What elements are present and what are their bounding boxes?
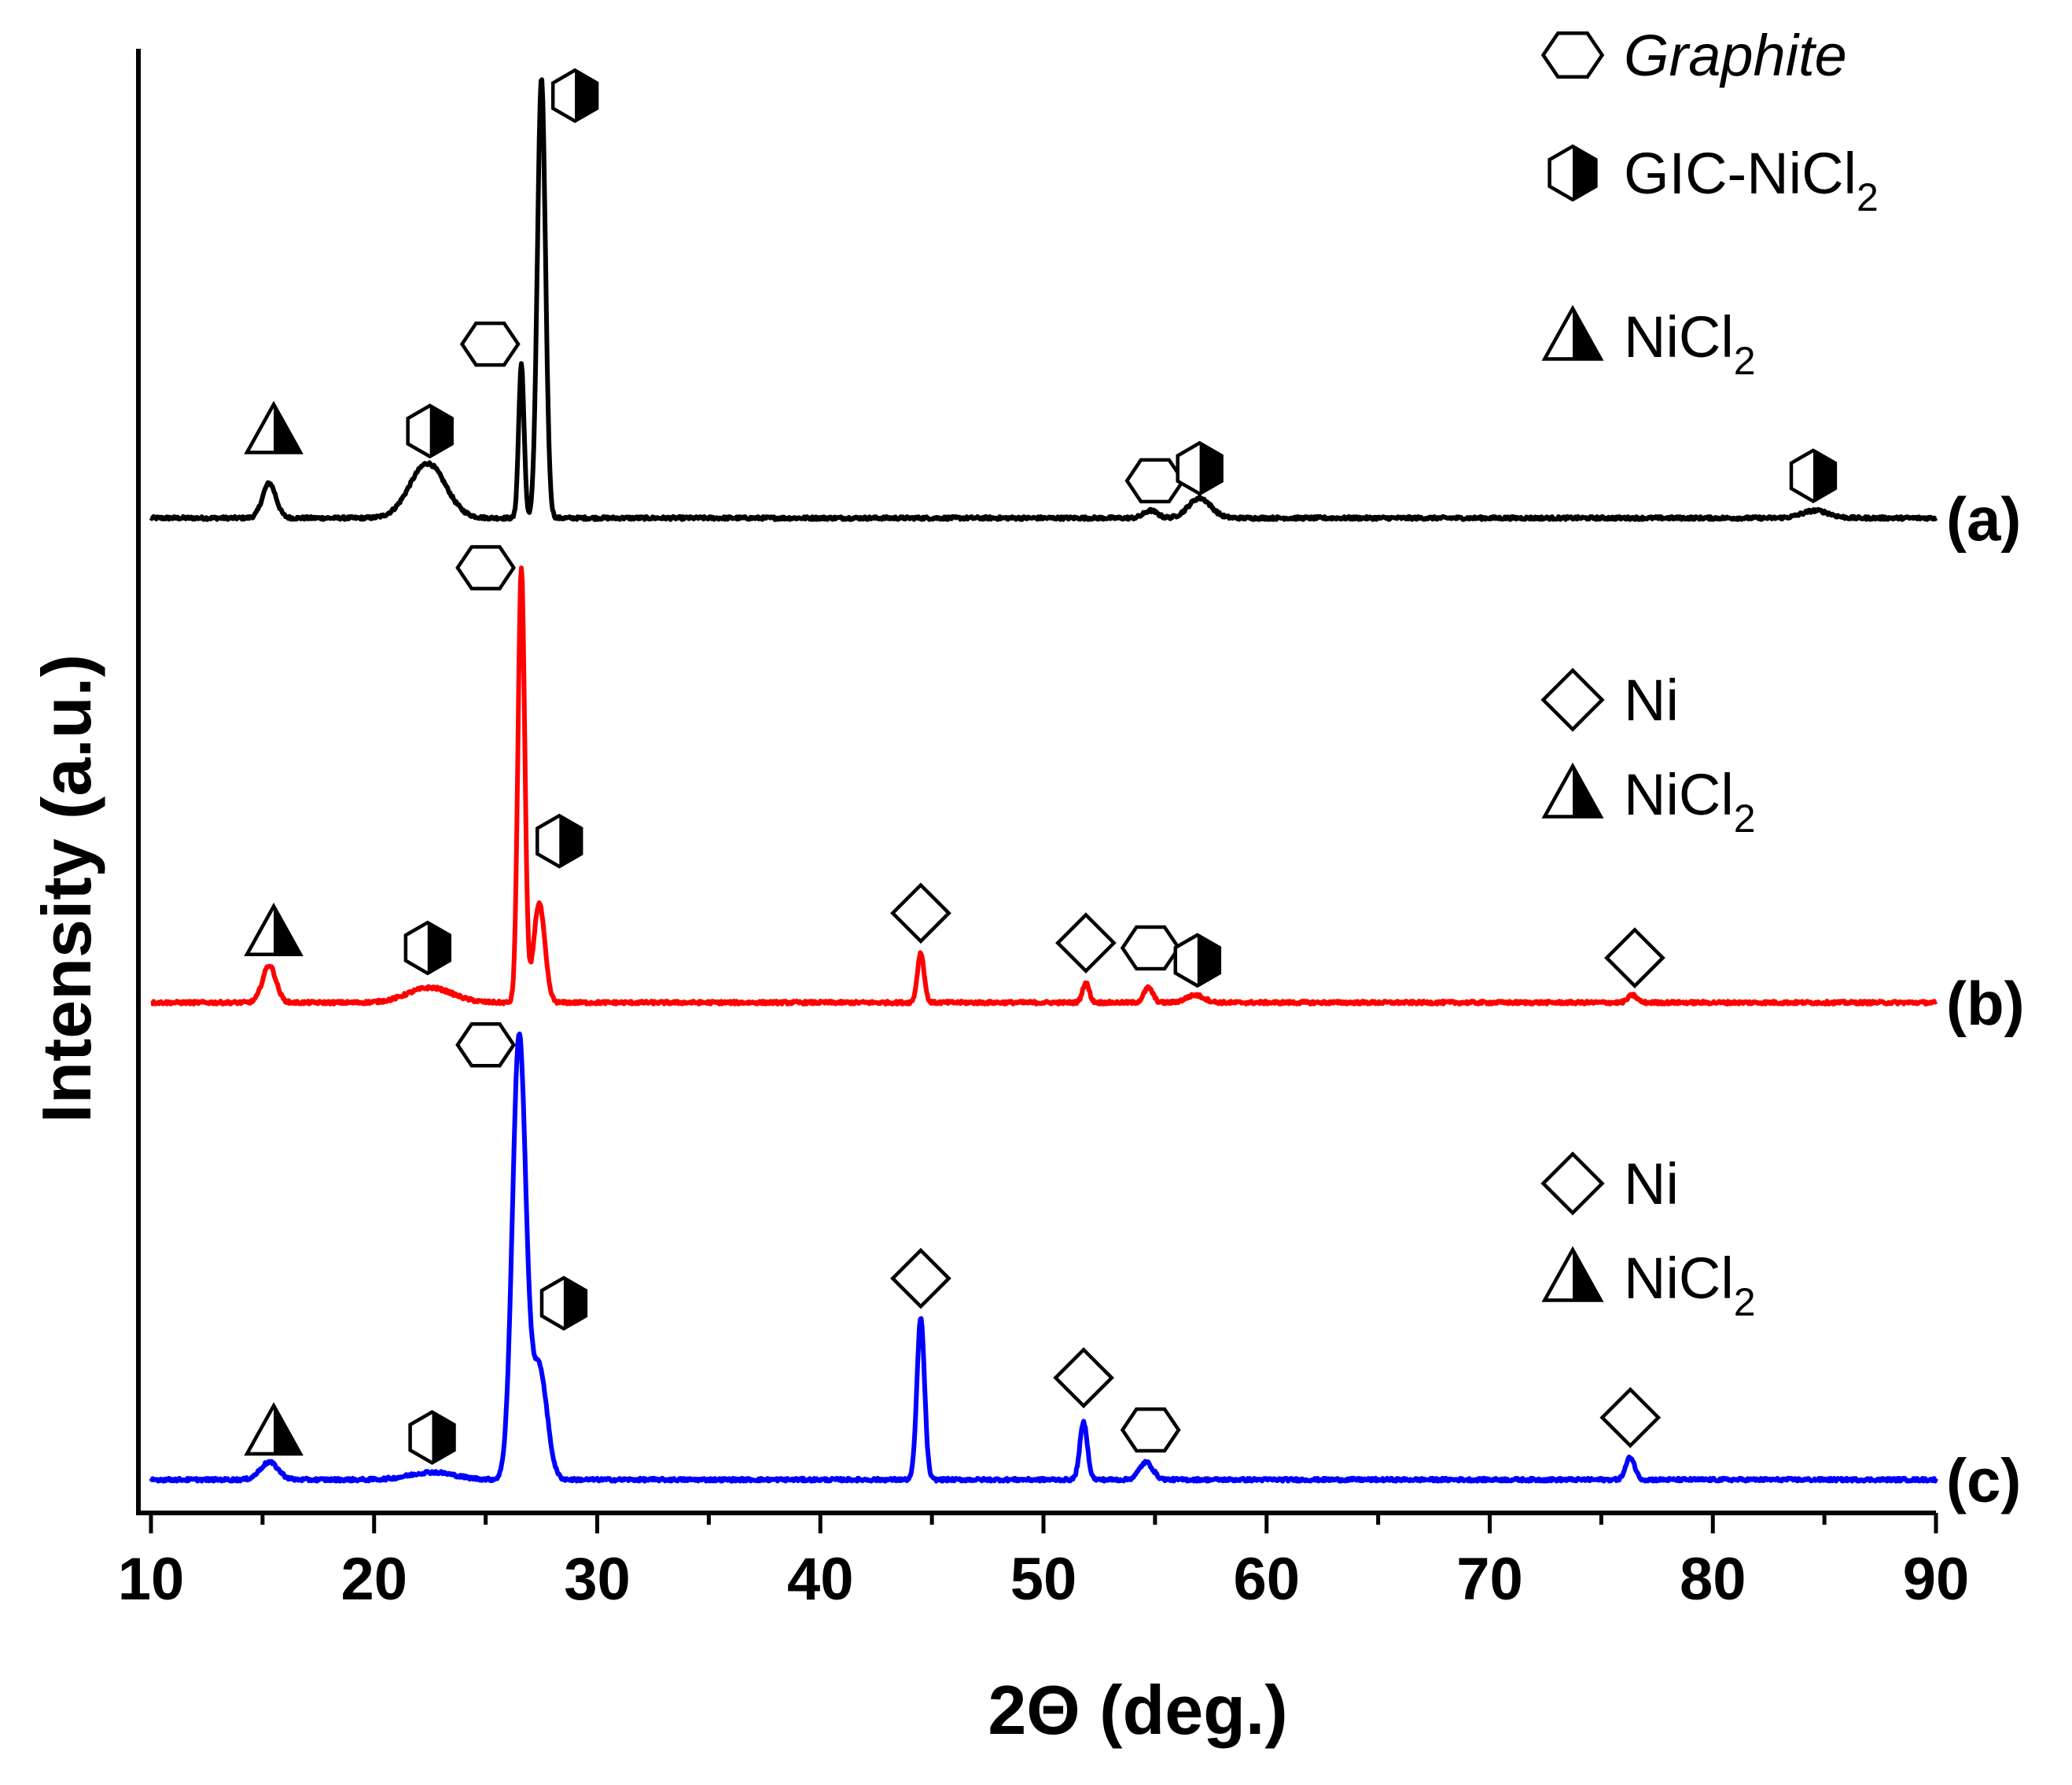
x-tick-label: 10 bbox=[118, 1546, 185, 1613]
x-tick-label: 40 bbox=[787, 1546, 854, 1613]
x-tick-label: 20 bbox=[340, 1546, 407, 1613]
hexagon-icon bbox=[455, 545, 517, 591]
hexagon-icon bbox=[1540, 31, 1605, 79]
x-tick-label: 60 bbox=[1233, 1546, 1300, 1613]
hexagon-icon bbox=[1124, 458, 1186, 504]
series-label: (a) bbox=[1946, 484, 2021, 554]
half-filled-hexagon-icon bbox=[408, 1410, 456, 1465]
diamond-icon bbox=[1540, 668, 1605, 732]
half-filled-hexagon-icon bbox=[1176, 440, 1224, 496]
half-filled-hexagon-icon bbox=[1173, 933, 1222, 988]
legend-3: Ni NiCl2 bbox=[1540, 1151, 1756, 1324]
triangle-icon bbox=[1541, 304, 1604, 361]
triangle-icon bbox=[244, 1402, 304, 1456]
y-axis-label: Intensity (a.u.) bbox=[28, 654, 105, 1124]
x-tick-label: 50 bbox=[1010, 1546, 1077, 1613]
series-line-2 bbox=[149, 565, 1938, 1007]
series-label: (b) bbox=[1946, 969, 2025, 1038]
diamond-icon bbox=[890, 882, 951, 944]
legend-label: Ni bbox=[1624, 1151, 1679, 1216]
series-line-1 bbox=[149, 77, 1938, 522]
x-axis-label: 2Θ (deg.) bbox=[988, 1671, 1287, 1749]
hexagon-icon bbox=[1120, 1407, 1181, 1453]
half-filled-hexagon-icon bbox=[406, 403, 454, 459]
legends: Graphite GIC-NiCl2 NiCl2 Ni NiCl2 Ni NiCl2 bbox=[1540, 23, 1879, 1324]
diamond-icon bbox=[1540, 1151, 1605, 1216]
triangle-icon bbox=[244, 902, 304, 956]
hexagon-icon bbox=[459, 321, 521, 367]
half-filled-hexagon-icon bbox=[550, 68, 599, 123]
triangle-icon bbox=[1541, 762, 1604, 819]
hexagon-icon bbox=[1120, 925, 1181, 971]
diamond-icon bbox=[1053, 1347, 1114, 1409]
x-tick-label: 80 bbox=[1680, 1546, 1746, 1613]
x-tick-label: 30 bbox=[564, 1546, 631, 1613]
half-filled-hexagon-icon bbox=[403, 920, 452, 976]
x-tick-label: 90 bbox=[1903, 1546, 1970, 1613]
series-layer: (a) (b) (c) bbox=[149, 77, 2025, 1515]
half-filled-hexagon-icon bbox=[535, 813, 583, 869]
triangle-icon bbox=[1541, 1246, 1604, 1302]
legend-label: NiCl2 bbox=[1624, 762, 1756, 841]
series-label: (c) bbox=[1946, 1446, 2021, 1515]
legend-label: GIC-NiCl2 bbox=[1624, 141, 1879, 219]
axes: 10 20 30 40 50 60 70 80 90 bbox=[118, 49, 1970, 1613]
hexagon-icon bbox=[455, 1021, 517, 1068]
legend-label: NiCl2 bbox=[1624, 304, 1756, 383]
triangle-icon bbox=[244, 400, 304, 455]
half-filled-hexagon-icon bbox=[539, 1275, 588, 1331]
half-filled-hexagon-icon bbox=[1789, 448, 1838, 504]
legend-1: Graphite GIC-NiCl2 NiCl2 bbox=[1540, 23, 1879, 383]
phase-markers bbox=[244, 68, 1838, 1465]
legend-label: NiCl2 bbox=[1624, 1246, 1756, 1324]
diamond-icon bbox=[1599, 1386, 1662, 1448]
half-filled-hexagon-icon bbox=[1548, 144, 1598, 202]
series-line-3 bbox=[149, 1031, 1938, 1484]
diamond-icon bbox=[1604, 927, 1665, 989]
legend-label: Ni bbox=[1624, 668, 1679, 733]
legend-2: Ni NiCl2 bbox=[1540, 668, 1756, 841]
legend-label: Graphite bbox=[1624, 23, 1847, 88]
x-tick-label: 70 bbox=[1456, 1546, 1523, 1613]
diamond-icon bbox=[890, 1247, 951, 1309]
diamond-icon bbox=[1055, 912, 1117, 974]
